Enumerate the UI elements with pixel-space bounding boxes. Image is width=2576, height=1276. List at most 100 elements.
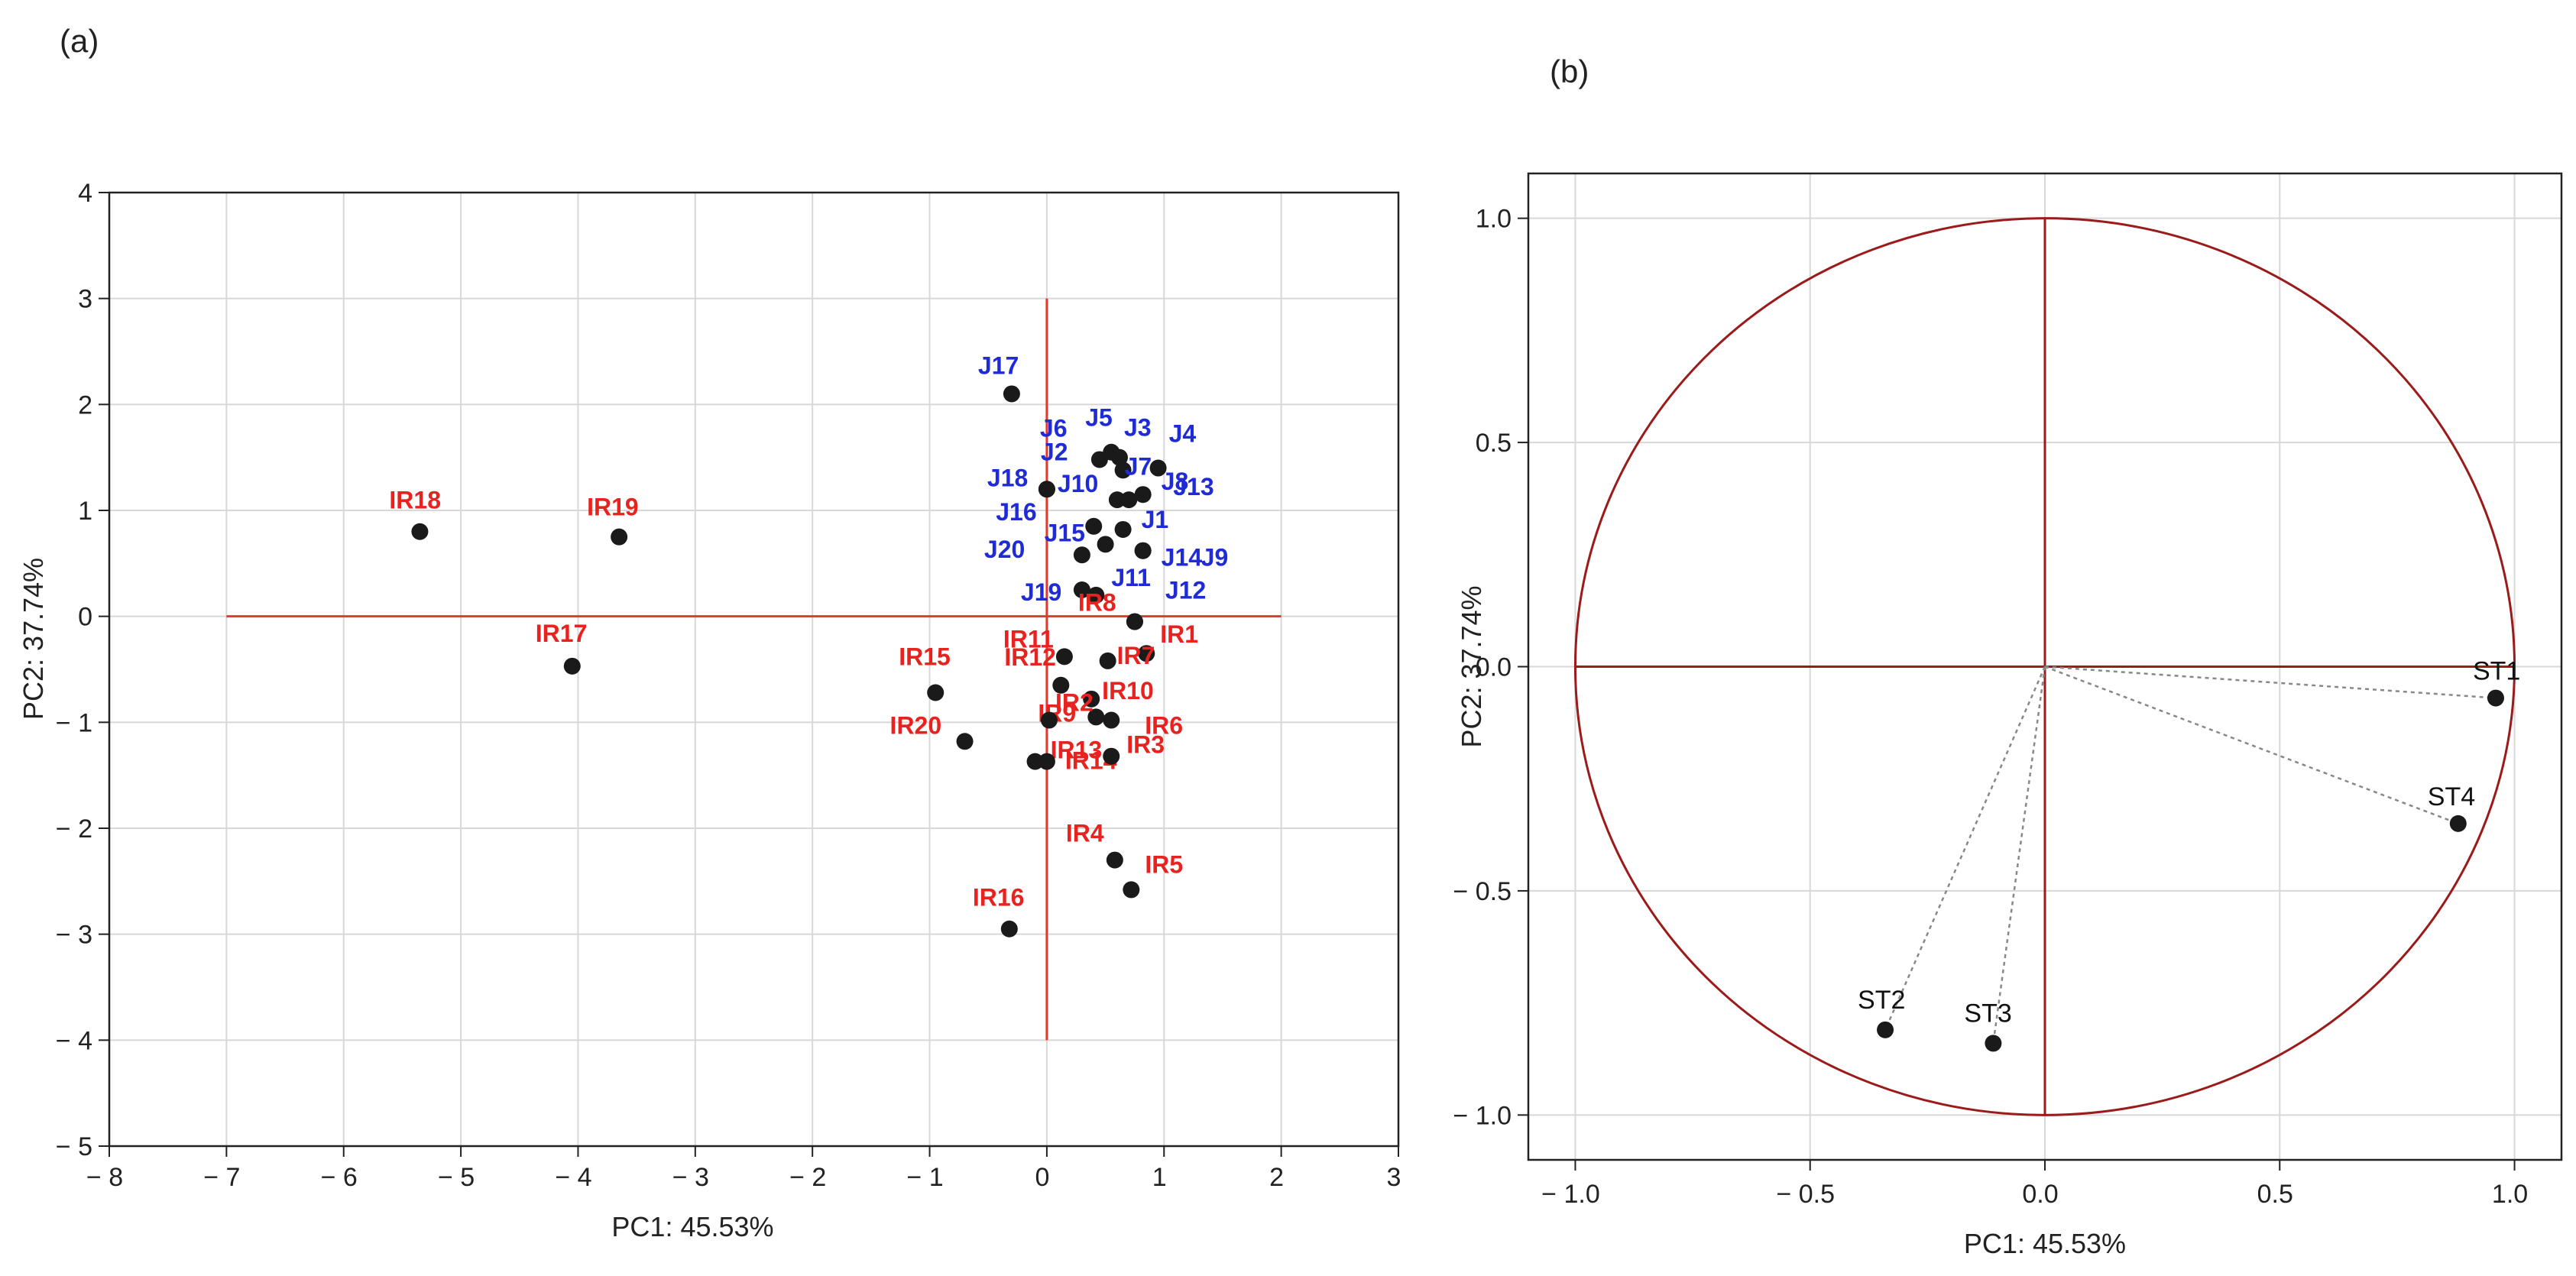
loading-line-st4 — [2044, 666, 2459, 825]
y-tick-label: 4 — [78, 179, 92, 208]
panel-a-label: (a) — [60, 23, 99, 59]
label-ir3: IR3 — [1126, 731, 1165, 759]
x-tick-label: 0.0 — [2022, 1180, 2058, 1209]
label-ir15: IR15 — [899, 643, 951, 671]
label-st4: ST4 — [2428, 782, 2475, 811]
label-j6: J6 — [1040, 414, 1068, 442]
label-j1: J1 — [1142, 506, 1169, 533]
point-st3 — [1985, 1035, 2002, 1052]
label-j9: J9 — [1201, 544, 1229, 572]
point-ir15 — [927, 684, 945, 701]
label-ir8: IR8 — [1078, 589, 1116, 617]
point-j18 — [1038, 481, 1055, 498]
label-ir2: IR2 — [1055, 689, 1094, 717]
point-j7 — [1114, 461, 1132, 479]
point-ir5 — [1123, 881, 1140, 899]
point-j1 — [1114, 520, 1132, 538]
label-ir11: IR11 — [1003, 625, 1054, 653]
label-ir18: IR18 — [389, 487, 441, 514]
label-j3: J3 — [1124, 414, 1152, 442]
y-axis-label: PC2: 37.74% — [18, 558, 49, 720]
point-j3 — [1110, 449, 1128, 466]
x-axis-label: PC1: 45.53% — [1964, 1228, 2126, 1259]
label-st1: ST1 — [2473, 657, 2520, 686]
point-j8 — [1134, 486, 1152, 504]
panel-b-label: (b) — [1550, 53, 1589, 89]
y-tick-label: 2 — [78, 390, 92, 419]
point-st2 — [1877, 1021, 1894, 1038]
x-tick-label: − 5 — [438, 1163, 475, 1192]
loading-line-st2 — [1884, 666, 2046, 1031]
point-ir3 — [1103, 747, 1120, 765]
x-tick-label: 2 — [1269, 1163, 1284, 1192]
y-tick-label: 0.5 — [1476, 429, 1512, 458]
point-j15 — [1097, 536, 1114, 553]
y-tick-label: − 2 — [56, 815, 92, 844]
point-st4 — [2449, 815, 2467, 832]
point-ir13 — [1026, 753, 1044, 770]
x-tick-label: 0.5 — [2257, 1180, 2293, 1209]
label-ir20: IR20 — [890, 711, 942, 739]
y-tick-label: − 5 — [56, 1132, 92, 1161]
x-tick-label: − 7 — [203, 1163, 240, 1192]
x-tick-label: − 1.0 — [1541, 1180, 1600, 1209]
point-j17 — [1003, 385, 1020, 403]
x-tick-label: − 3 — [672, 1163, 709, 1192]
label-ir10: IR10 — [1102, 677, 1154, 704]
label-j12: J12 — [1165, 577, 1206, 604]
y-tick-label: 1.0 — [1476, 205, 1512, 234]
label-j15: J15 — [1045, 519, 1085, 546]
point-ir8 — [1126, 613, 1143, 630]
label-j18: J18 — [987, 464, 1028, 491]
label-j14: J14 — [1162, 544, 1203, 572]
x-tick-label: − 1 — [906, 1163, 943, 1192]
point-j13 — [1120, 491, 1138, 509]
point-st1 — [2487, 689, 2504, 707]
point-ir14 — [1038, 753, 1055, 770]
point-ir19 — [611, 528, 628, 546]
label-j7: J7 — [1125, 452, 1152, 480]
label-ir16: IR16 — [973, 884, 1025, 912]
label-ir13: IR13 — [1051, 737, 1103, 764]
label-j4: J4 — [1169, 420, 1197, 448]
x-tick-label: − 8 — [86, 1163, 123, 1192]
point-ir7 — [1099, 652, 1116, 669]
x-axis-label: PC1: 45.53% — [611, 1211, 773, 1242]
point-ir17 — [563, 657, 581, 675]
y-axis-label: PC2: 37.74% — [1456, 585, 1487, 747]
label-j19: J19 — [1021, 578, 1061, 606]
label-j10: J10 — [1058, 470, 1098, 497]
y-tick-label: − 3 — [56, 921, 92, 950]
label-ir17: IR17 — [536, 620, 588, 647]
x-tick-label: − 4 — [555, 1163, 591, 1192]
label-j2: J2 — [1041, 438, 1068, 465]
label-ir4: IR4 — [1066, 820, 1104, 847]
point-j11 — [1087, 586, 1105, 604]
chart-b: − 1.0 − 0.5 0.0 0.5 1.0 − 1.0 − 0.5 0.0 0.5 1.0 PC… — [1453, 172, 2563, 1259]
point-ir10 — [1083, 690, 1100, 708]
label-j11: J11 — [1111, 564, 1151, 591]
point-j10 — [1108, 491, 1126, 509]
point-ir9 — [1087, 708, 1105, 726]
label-j17: J17 — [978, 351, 1019, 379]
label-ir6: IR6 — [1145, 712, 1183, 740]
chart-a: − 8 − 7 − 6 − 5 − 4 − 3 − 2 − 1 0 1 2 3 − 5 − 4 − 3 − 2… — [18, 179, 1401, 1242]
x-tick-label: 0 — [1035, 1163, 1049, 1192]
point-ir4 — [1106, 851, 1123, 869]
label-j16: J16 — [996, 498, 1036, 526]
point-j19 — [1073, 581, 1090, 598]
label-st2: ST2 — [1858, 986, 1905, 1015]
point-ir16 — [1000, 920, 1018, 938]
y-tick-label: − 1 — [56, 708, 92, 737]
label-ir7: IR7 — [1117, 642, 1155, 669]
point-ir2 — [1040, 711, 1058, 729]
y-tick-label: 1 — [78, 497, 92, 526]
label-j20: J20 — [984, 536, 1025, 563]
y-tick-label: 0 — [78, 603, 92, 632]
y-tick-label: − 1.0 — [1453, 1101, 1512, 1130]
label-ir1: IR1 — [1160, 620, 1198, 648]
point-j4 — [1149, 459, 1167, 477]
label-ir5: IR5 — [1145, 850, 1183, 878]
x-tick-label: 1 — [1152, 1163, 1167, 1192]
